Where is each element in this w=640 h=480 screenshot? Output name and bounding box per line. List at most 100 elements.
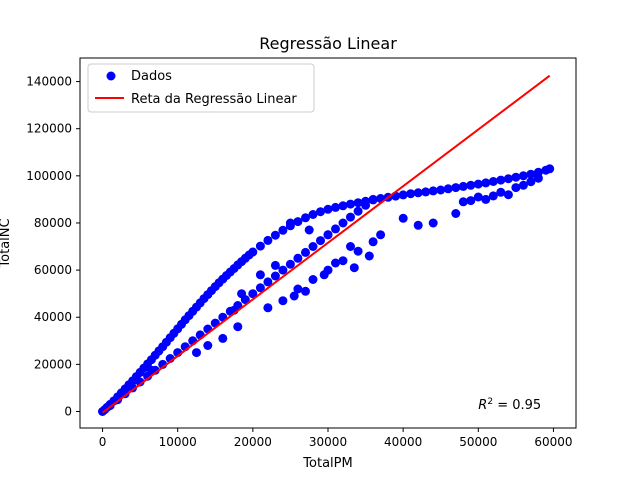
- legend-box: [87, 63, 315, 113]
- data-point: [451, 183, 461, 193]
- data-point: [338, 256, 348, 266]
- y-axis-ticks: 0 20000 40000 60000 80000 100000 120000 140000: [26, 75, 80, 419]
- y-tick-label: 20000: [34, 357, 72, 371]
- legend-label-regression: Reta da Regressão Linear: [131, 92, 297, 107]
- data-point: [285, 218, 295, 228]
- data-point: [398, 213, 408, 223]
- legend-scatter-marker: [106, 71, 116, 81]
- data-point: [308, 275, 318, 284]
- data-point: [368, 237, 378, 247]
- data-point: [428, 186, 438, 196]
- data-point: [481, 194, 491, 204]
- data-point: [331, 258, 340, 268]
- data-point: [192, 348, 201, 358]
- x-tick-label: 60000: [534, 435, 572, 449]
- data-point: [255, 283, 265, 293]
- data-point: [526, 169, 536, 179]
- data-point: [458, 181, 468, 191]
- r-squared-annotation: R2 = 0.95: [478, 397, 541, 413]
- data-point: [293, 217, 303, 227]
- data-point: [436, 185, 446, 195]
- data-point: [496, 187, 506, 197]
- y-tick-label: 140000: [26, 75, 72, 89]
- data-point: [466, 180, 476, 190]
- data-point: [481, 178, 491, 188]
- data-point: [353, 246, 363, 256]
- y-tick-label: 120000: [26, 122, 72, 136]
- data-point: [203, 341, 213, 350]
- r-squared-symbol: R: [478, 398, 487, 413]
- data-point: [545, 164, 555, 174]
- data-point: [406, 189, 416, 199]
- regression-line-group: [101, 74, 551, 414]
- data-point: [278, 225, 288, 235]
- y-tick-label: 100000: [26, 169, 72, 183]
- data-point: [473, 179, 483, 189]
- data-point: [233, 322, 243, 332]
- x-axis-ticks: 0 10000 20000 30000 40000 50000 60000: [99, 428, 573, 449]
- data-point: [308, 242, 318, 251]
- x-axis-label: TotalPM: [302, 456, 352, 471]
- data-point: [353, 206, 363, 216]
- data-point: [413, 188, 423, 198]
- data-point: [120, 389, 130, 399]
- data-point: [304, 225, 314, 235]
- scatter-points: [98, 164, 555, 416]
- data-point: [270, 230, 280, 240]
- data-point: [338, 201, 348, 211]
- data-point: [518, 180, 528, 190]
- data-point: [346, 242, 355, 251]
- y-tick-label: 60000: [34, 263, 72, 277]
- data-point: [285, 259, 295, 269]
- data-point: [319, 270, 329, 280]
- data-point: [237, 289, 247, 299]
- data-point: [496, 175, 506, 185]
- r-squared-value: = 0.95: [493, 398, 541, 413]
- data-point: [361, 200, 371, 210]
- data-point: [289, 291, 299, 301]
- data-point: [488, 177, 498, 186]
- data-point: [293, 253, 303, 263]
- data-point: [353, 198, 363, 208]
- data-point: [331, 202, 340, 212]
- data-point: [331, 224, 340, 234]
- data-point: [518, 171, 528, 181]
- y-tick-label: 0: [64, 405, 72, 419]
- data-point: [308, 210, 318, 219]
- data-point: [263, 303, 273, 313]
- data-point: [466, 196, 476, 206]
- legend: Dados Reta da Regressão Linear: [87, 63, 315, 113]
- data-point: [316, 207, 325, 217]
- data-point: [346, 199, 355, 209]
- x-tick-label: 20000: [234, 435, 272, 449]
- chart-title: Regressão Linear: [259, 34, 397, 53]
- data-point: [278, 296, 288, 306]
- data-point: [323, 204, 333, 214]
- data-point: [346, 212, 355, 222]
- data-point: [263, 235, 273, 245]
- y-tick-label: 40000: [34, 310, 72, 324]
- data-point: [255, 270, 265, 280]
- x-tick-label: 10000: [159, 435, 197, 449]
- data-point: [316, 236, 325, 246]
- data-point: [323, 230, 333, 240]
- data-point: [428, 218, 438, 228]
- data-point: [421, 187, 431, 197]
- data-point: [301, 286, 310, 296]
- data-point: [301, 213, 310, 223]
- data-point: [511, 172, 521, 182]
- data-point: [511, 183, 521, 193]
- y-tick-label: 80000: [34, 216, 72, 230]
- data-point: [473, 192, 483, 202]
- data-point: [398, 190, 408, 200]
- data-point: [146, 365, 156, 375]
- r-squared-exponent: 2: [487, 397, 493, 407]
- data-point: [278, 265, 288, 275]
- data-point: [301, 247, 310, 257]
- data-point: [526, 177, 536, 187]
- data-point: [349, 263, 359, 273]
- data-point: [218, 333, 228, 343]
- data-point: [248, 289, 258, 299]
- data-point: [364, 251, 374, 261]
